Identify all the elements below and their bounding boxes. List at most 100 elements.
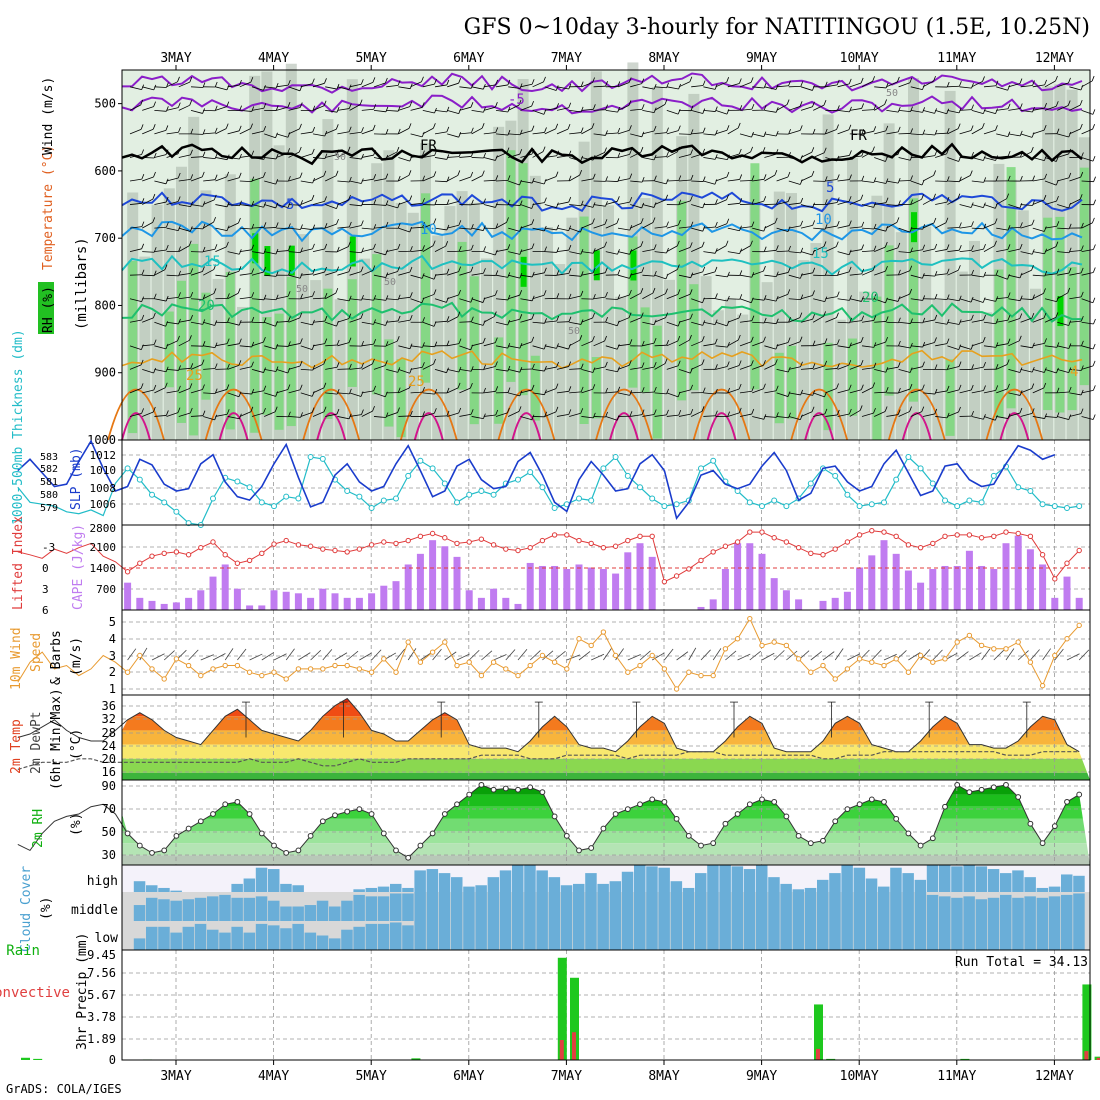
wind-barb (592, 218, 595, 224)
wind-barb (325, 204, 337, 209)
wind-barb (824, 176, 828, 182)
wind-barb (153, 84, 157, 90)
wind-barb (666, 414, 679, 417)
wind-barb (1092, 155, 1096, 162)
cloud-bar (548, 877, 561, 892)
wind-barb (312, 248, 325, 253)
wind-barb (982, 76, 985, 82)
wind-barb (201, 359, 205, 365)
wind-barb (666, 247, 669, 254)
wind-barb (1032, 107, 1045, 111)
rh-band-green (396, 359, 406, 438)
wind-barb (726, 171, 730, 178)
rh-point (295, 847, 302, 854)
wind-barb (190, 415, 204, 417)
wind-barb (410, 107, 423, 111)
wind-barb (885, 367, 889, 373)
wind-barb (617, 129, 630, 135)
wind-barb (323, 382, 327, 388)
wind-barb (605, 251, 618, 255)
wind-barb (774, 359, 778, 365)
wind-barb (385, 249, 388, 255)
wind-barb (349, 271, 362, 276)
wind-barb (508, 251, 520, 255)
lifted-index-point (637, 533, 643, 540)
wind-barb (311, 407, 315, 413)
wind-speed-point (710, 672, 716, 679)
wind-barb (177, 148, 181, 155)
wind-barb (227, 364, 240, 370)
wind-barb (239, 155, 252, 158)
wind-barb (142, 157, 155, 159)
wind-barb (959, 81, 962, 87)
wind-barb (1093, 318, 1096, 325)
wind-barb (336, 218, 339, 225)
wind-barb (825, 414, 838, 417)
wind-barb (909, 406, 912, 412)
wind-barb (361, 390, 374, 394)
wind-barb (676, 240, 680, 247)
wind-barb (1067, 287, 1071, 294)
cape-bar (453, 556, 461, 610)
wind-barb (909, 383, 913, 390)
wind-barb (763, 383, 766, 389)
wind-barb (481, 650, 493, 661)
wind-barb (982, 297, 986, 303)
wind-barb (786, 99, 790, 105)
wind-barb (1032, 80, 1035, 86)
wind-barb (898, 340, 901, 347)
cloud-bar (451, 921, 463, 950)
wind-barb (238, 172, 242, 178)
wind-barb (910, 274, 923, 279)
wind-barb (788, 341, 801, 347)
wind-barb (593, 416, 606, 418)
wind-barb (578, 651, 591, 661)
cloud-bar (1024, 896, 1036, 921)
lifted-index-point (124, 569, 131, 575)
wind-barb (422, 127, 434, 135)
wind-barb (275, 366, 279, 372)
wind-barb (385, 221, 389, 228)
wind-speed-point (503, 666, 509, 672)
wind-barb (398, 174, 410, 182)
wind-barb (398, 106, 410, 111)
wind-barb (996, 416, 1009, 419)
cloud-bar (231, 897, 243, 921)
wind-barb (386, 271, 398, 276)
wind-barb (495, 274, 508, 278)
wind-barb (824, 128, 828, 135)
cloud-bar (231, 883, 243, 892)
lifted-index-point (942, 533, 948, 540)
wind-speed-point (137, 652, 143, 659)
wind-barb (946, 385, 950, 392)
wind-barb (996, 198, 1007, 205)
wind-barb (605, 132, 618, 135)
lifted-index-point (808, 550, 814, 557)
wind-barb (325, 223, 337, 229)
wind-barb (422, 412, 435, 417)
wind-barb (1032, 178, 1045, 182)
wind-barb (1032, 199, 1045, 205)
wind-barb (422, 392, 435, 395)
cloud-bar (878, 921, 890, 950)
wind-barb (715, 199, 718, 205)
cloud-bar (731, 866, 744, 892)
wind-barb (849, 295, 852, 301)
wind-barb (386, 84, 399, 88)
cloud-bar (560, 885, 573, 892)
wind-barb (361, 340, 364, 347)
cloud-bar (817, 921, 829, 950)
wind-barb (556, 86, 569, 90)
lifted-index-point (698, 557, 704, 564)
wind-barb (312, 271, 325, 276)
wind-tick-label: 4 (109, 632, 116, 646)
rh-point (478, 781, 485, 788)
wind-barb (727, 412, 740, 417)
cape-bar (880, 540, 888, 610)
wind-barb (715, 366, 728, 370)
wind-barb (1043, 382, 1047, 389)
wind-barb (507, 79, 511, 86)
wind-barb (544, 227, 557, 231)
wind-barb (361, 294, 364, 301)
wind-barb (995, 364, 999, 370)
